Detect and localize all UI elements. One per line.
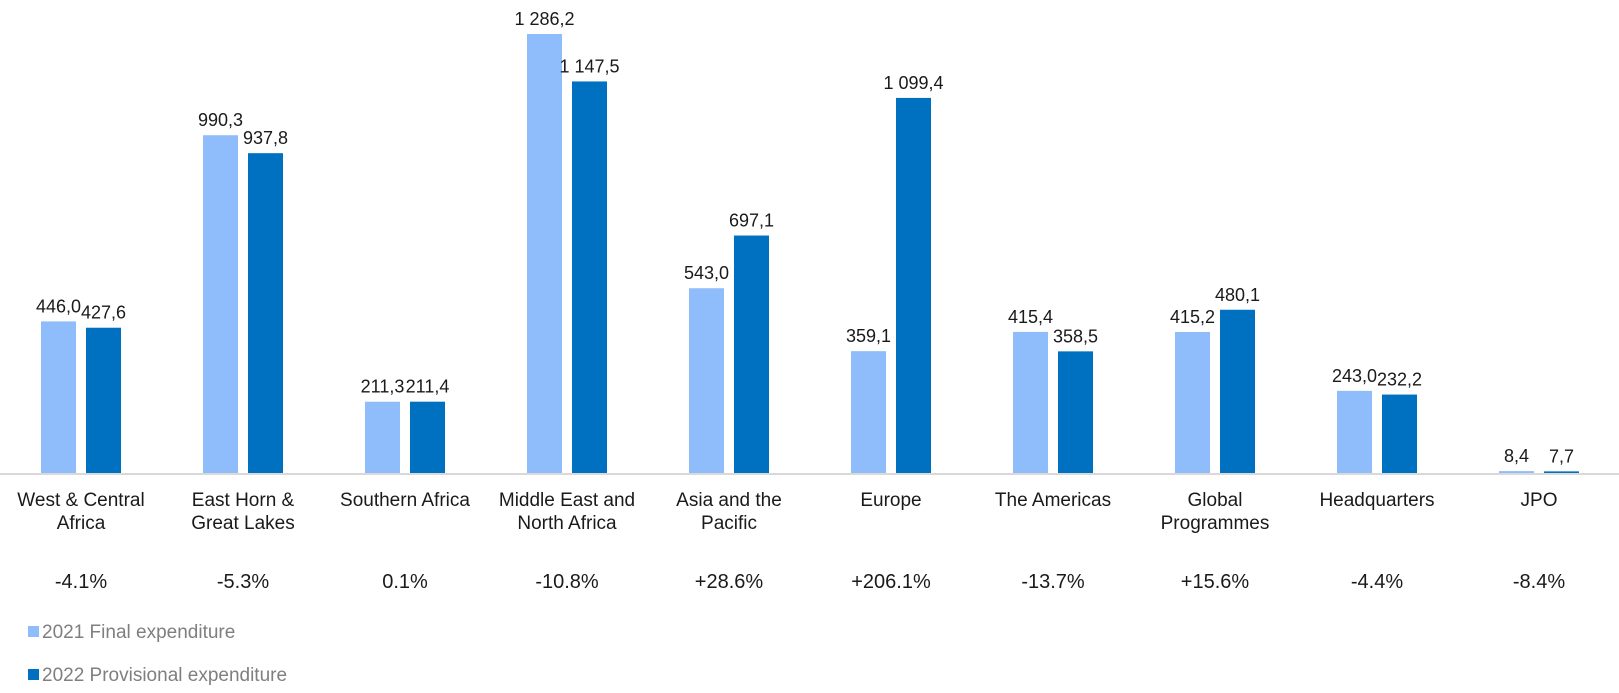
change-label-middle-east-and-north-africa: -10.8% (535, 571, 599, 593)
bar-global-programmes-s1 (1175, 331, 1210, 474)
legend-label-s1: 2021 Final expenditure (42, 622, 235, 643)
legend-label-s2: 2022 Provisional expenditure (42, 665, 287, 686)
category-label-europe: Europe (860, 490, 921, 511)
data-label-europe-s1: 359,1 (846, 326, 891, 346)
bar-headquarters-s1 (1337, 390, 1372, 474)
category-label-line: Middle East and (499, 490, 635, 511)
bar-east-horn-and-great-lakes-s1 (203, 135, 238, 474)
category-label-line: Europe (860, 490, 921, 511)
category-label-east-horn-and-great-lakes: East Horn & Great Lakes (191, 490, 295, 534)
bars-group (41, 34, 1579, 475)
category-label-headquarters: Headquarters (1319, 490, 1434, 511)
category-label-line: East Horn & (192, 490, 295, 511)
bar-west-and-central-africa-s1 (41, 321, 76, 474)
data-label-middle-east-and-north-africa-s2: 1 147,5 (559, 56, 619, 76)
category-label-jpo: JPO (1521, 490, 1558, 511)
category-label-line: Great Lakes (191, 513, 295, 534)
category-label-the-americas: The Americas (995, 490, 1111, 511)
bar-middle-east-and-north-africa-s1 (527, 34, 562, 474)
category-label-line: Global (1188, 490, 1243, 511)
category-label-line: Programmes (1161, 513, 1270, 534)
bar-jpo-s2 (1544, 471, 1579, 474)
bar-west-and-central-africa-s2 (86, 327, 121, 474)
data-label-jpo-s1: 8,4 (1504, 446, 1529, 466)
category-label-global-programmes: Global Programmes (1161, 490, 1270, 534)
category-label-line: The Americas (995, 490, 1111, 511)
bar-southern-africa-s2 (410, 401, 445, 474)
data-label-middle-east-and-north-africa-s1: 1 286,2 (514, 9, 574, 29)
bar-the-americas-s2 (1058, 351, 1093, 474)
bar-east-horn-and-great-lakes-s2 (248, 153, 283, 475)
category-label-line: North Africa (517, 513, 617, 534)
data-label-southern-africa-s2: 211,4 (406, 377, 450, 397)
category-label-west-and-central-africa: West & Central Africa (17, 490, 144, 534)
bar-jpo-s1 (1499, 471, 1534, 474)
category-labels-group: West & Central Africa East Horn & Great Lak… (17, 490, 1557, 534)
data-label-asia-and-the-pacific-s2: 697,1 (729, 211, 774, 231)
category-label-line: Africa (57, 513, 106, 534)
change-label-asia-and-the-pacific: +28.6% (695, 571, 764, 593)
bar-headquarters-s2 (1382, 394, 1417, 474)
data-label-east-horn-and-great-lakes-s1: 990,3 (198, 110, 243, 130)
data-label-asia-and-the-pacific-s1: 543,0 (684, 263, 729, 283)
legend-swatch-s2 (28, 669, 39, 680)
change-label-the-americas: -13.7% (1021, 571, 1085, 593)
data-label-the-americas-s2: 358,5 (1053, 326, 1098, 346)
data-label-global-programmes-s2: 480,1 (1215, 285, 1260, 305)
change-label-southern-africa: 0.1% (382, 571, 428, 593)
category-label-southern-africa: Southern Africa (340, 490, 470, 511)
data-label-west-and-central-africa-s2: 427,6 (81, 303, 126, 323)
data-label-west-and-central-africa-s1: 446,0 (36, 296, 81, 316)
change-labels-group: -4.1% -5.3% 0.1% -10.8% +28.6% +206.1% -13.7% +… (55, 571, 1565, 593)
data-label-jpo-s2: 7,7 (1549, 446, 1574, 466)
legend: 2021 Final expenditure 2022 Provisional e… (28, 622, 287, 686)
category-label-line: West & Central (17, 490, 144, 511)
data-label-east-horn-and-great-lakes-s2: 937,8 (243, 128, 288, 148)
category-label-line: Pacific (701, 513, 757, 534)
bar-europe-s2 (896, 97, 931, 475)
data-label-headquarters-s1: 243,0 (1332, 366, 1377, 386)
data-label-the-americas-s1: 415,4 (1008, 307, 1053, 327)
data-label-headquarters-s2: 232,2 (1377, 370, 1422, 390)
bar-middle-east-and-north-africa-s2 (572, 81, 607, 474)
change-label-europe: +206.1% (851, 571, 931, 593)
legend-swatch-s1 (28, 626, 39, 637)
change-label-headquarters: -4.4% (1351, 571, 1403, 593)
bar-the-americas-s1 (1013, 331, 1048, 474)
bar-asia-and-the-pacific-s2 (734, 235, 769, 474)
data-label-southern-africa-s1: 211,3 (361, 377, 405, 397)
category-label-middle-east-and-north-africa: Middle East and North Africa (499, 490, 635, 534)
change-label-global-programmes: +15.6% (1181, 571, 1250, 593)
category-label-asia-and-the-pacific: Asia and the Pacific (676, 490, 782, 534)
category-label-line: Headquarters (1319, 490, 1434, 511)
bar-global-programmes-s2 (1220, 309, 1255, 474)
category-label-line: JPO (1521, 490, 1558, 511)
category-label-line: Asia and the (676, 490, 782, 511)
data-label-europe-s2: 1 099,4 (883, 73, 943, 93)
data-label-global-programmes-s1: 415,2 (1170, 307, 1215, 327)
bar-southern-africa-s1 (365, 401, 400, 474)
change-label-west-and-central-africa: -4.1% (55, 571, 107, 593)
change-label-east-horn-and-great-lakes: -5.3% (217, 571, 269, 593)
category-label-line: Southern Africa (340, 490, 470, 511)
change-label-jpo: -8.4% (1513, 571, 1565, 593)
bar-asia-and-the-pacific-s1 (689, 288, 724, 474)
bar-europe-s1 (851, 351, 886, 474)
